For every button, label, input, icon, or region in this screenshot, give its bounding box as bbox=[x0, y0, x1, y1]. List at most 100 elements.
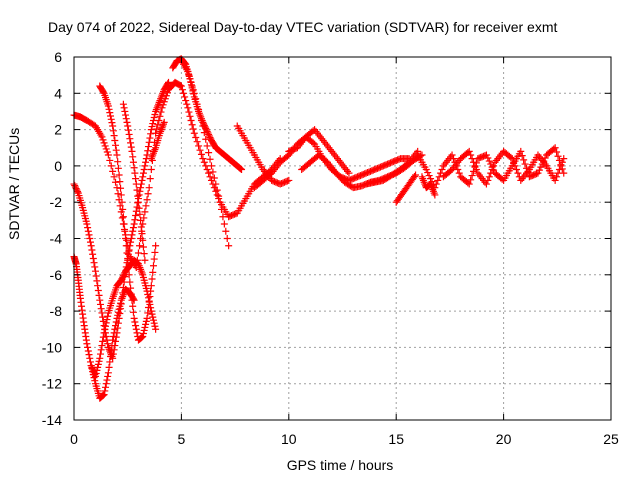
data-point bbox=[138, 230, 146, 238]
data-point bbox=[490, 162, 498, 170]
series-track-q bbox=[233, 122, 293, 188]
data-point bbox=[485, 157, 493, 165]
data-point bbox=[520, 156, 528, 164]
data-point bbox=[109, 122, 117, 130]
data-point bbox=[105, 363, 113, 371]
data-point bbox=[223, 235, 231, 242]
data-point bbox=[555, 166, 563, 174]
data-point bbox=[108, 119, 116, 127]
data-point bbox=[138, 333, 146, 341]
data-point bbox=[129, 224, 137, 232]
data-point bbox=[99, 337, 107, 345]
series-track-n bbox=[414, 144, 568, 192]
data-point bbox=[471, 162, 479, 170]
data-point bbox=[144, 147, 152, 155]
data-point bbox=[148, 275, 156, 283]
data-point bbox=[132, 175, 140, 183]
data-point bbox=[185, 108, 193, 116]
data-point bbox=[537, 163, 545, 171]
series-track-o bbox=[439, 147, 568, 188]
data-point bbox=[212, 180, 220, 188]
data-point bbox=[125, 130, 133, 138]
data-point bbox=[195, 142, 203, 150]
data-point bbox=[86, 358, 94, 366]
data-point bbox=[203, 127, 211, 135]
data-point bbox=[207, 162, 215, 170]
data-point bbox=[84, 227, 92, 235]
data-point bbox=[139, 243, 147, 251]
data-point bbox=[448, 151, 456, 159]
data-point bbox=[154, 121, 162, 129]
data-point bbox=[122, 235, 130, 242]
data-point bbox=[133, 186, 141, 194]
data-point bbox=[163, 89, 171, 97]
data-point bbox=[94, 360, 102, 368]
data-point bbox=[193, 138, 201, 146]
data-point bbox=[107, 162, 115, 170]
data-point bbox=[557, 162, 565, 170]
data-point bbox=[130, 220, 138, 228]
data-point bbox=[138, 176, 146, 184]
data-point bbox=[554, 152, 562, 160]
data-point bbox=[206, 133, 214, 141]
data-point bbox=[85, 351, 93, 359]
data-point bbox=[130, 164, 138, 172]
data-point bbox=[455, 169, 463, 177]
data-point bbox=[119, 100, 127, 108]
data-point bbox=[147, 287, 155, 295]
data-point bbox=[187, 78, 195, 86]
data-point bbox=[71, 183, 79, 191]
data-point bbox=[115, 171, 123, 179]
data-point bbox=[123, 249, 131, 257]
data-point bbox=[96, 296, 104, 304]
data-point bbox=[215, 192, 223, 200]
data-point bbox=[127, 143, 135, 151]
data-point bbox=[467, 151, 475, 159]
series-track-r bbox=[285, 126, 353, 177]
data-point bbox=[137, 184, 145, 192]
data-point bbox=[86, 238, 94, 246]
data-point bbox=[109, 333, 117, 341]
data-point bbox=[188, 121, 196, 129]
data-point bbox=[114, 311, 122, 319]
data-point bbox=[196, 146, 204, 154]
data-point bbox=[142, 320, 150, 328]
data-point bbox=[200, 120, 208, 128]
data-point bbox=[176, 81, 184, 89]
data-point bbox=[101, 326, 109, 334]
data-point bbox=[178, 86, 186, 94]
data-point bbox=[192, 133, 200, 141]
data-point bbox=[99, 88, 107, 96]
data-point bbox=[431, 191, 439, 199]
data-point bbox=[148, 123, 156, 131]
data-point bbox=[147, 282, 155, 290]
data-point bbox=[135, 204, 143, 212]
data-point bbox=[118, 275, 126, 283]
series-track-a bbox=[70, 78, 284, 272]
data-point bbox=[89, 368, 97, 376]
data-point bbox=[216, 198, 224, 206]
data-point bbox=[89, 250, 97, 258]
data-point bbox=[487, 169, 495, 177]
data-point bbox=[200, 158, 208, 166]
data-point bbox=[128, 231, 136, 239]
y-tick-label: 4 bbox=[54, 85, 62, 101]
data-point bbox=[95, 357, 103, 365]
data-point bbox=[121, 107, 129, 115]
data-point bbox=[90, 259, 98, 267]
data-point bbox=[120, 220, 128, 228]
data-point bbox=[157, 108, 165, 116]
data-point bbox=[99, 136, 107, 144]
data-point bbox=[147, 307, 155, 315]
data-point bbox=[236, 164, 244, 172]
data-point bbox=[141, 256, 149, 264]
data-point bbox=[199, 118, 207, 126]
data-point bbox=[122, 115, 130, 123]
y-tick-label: 6 bbox=[54, 49, 62, 65]
data-point bbox=[120, 270, 128, 278]
y-tick-label: -4 bbox=[50, 231, 63, 247]
data-point bbox=[119, 205, 127, 213]
data-points bbox=[70, 55, 568, 402]
data-point bbox=[186, 112, 194, 120]
data-point bbox=[142, 158, 150, 166]
